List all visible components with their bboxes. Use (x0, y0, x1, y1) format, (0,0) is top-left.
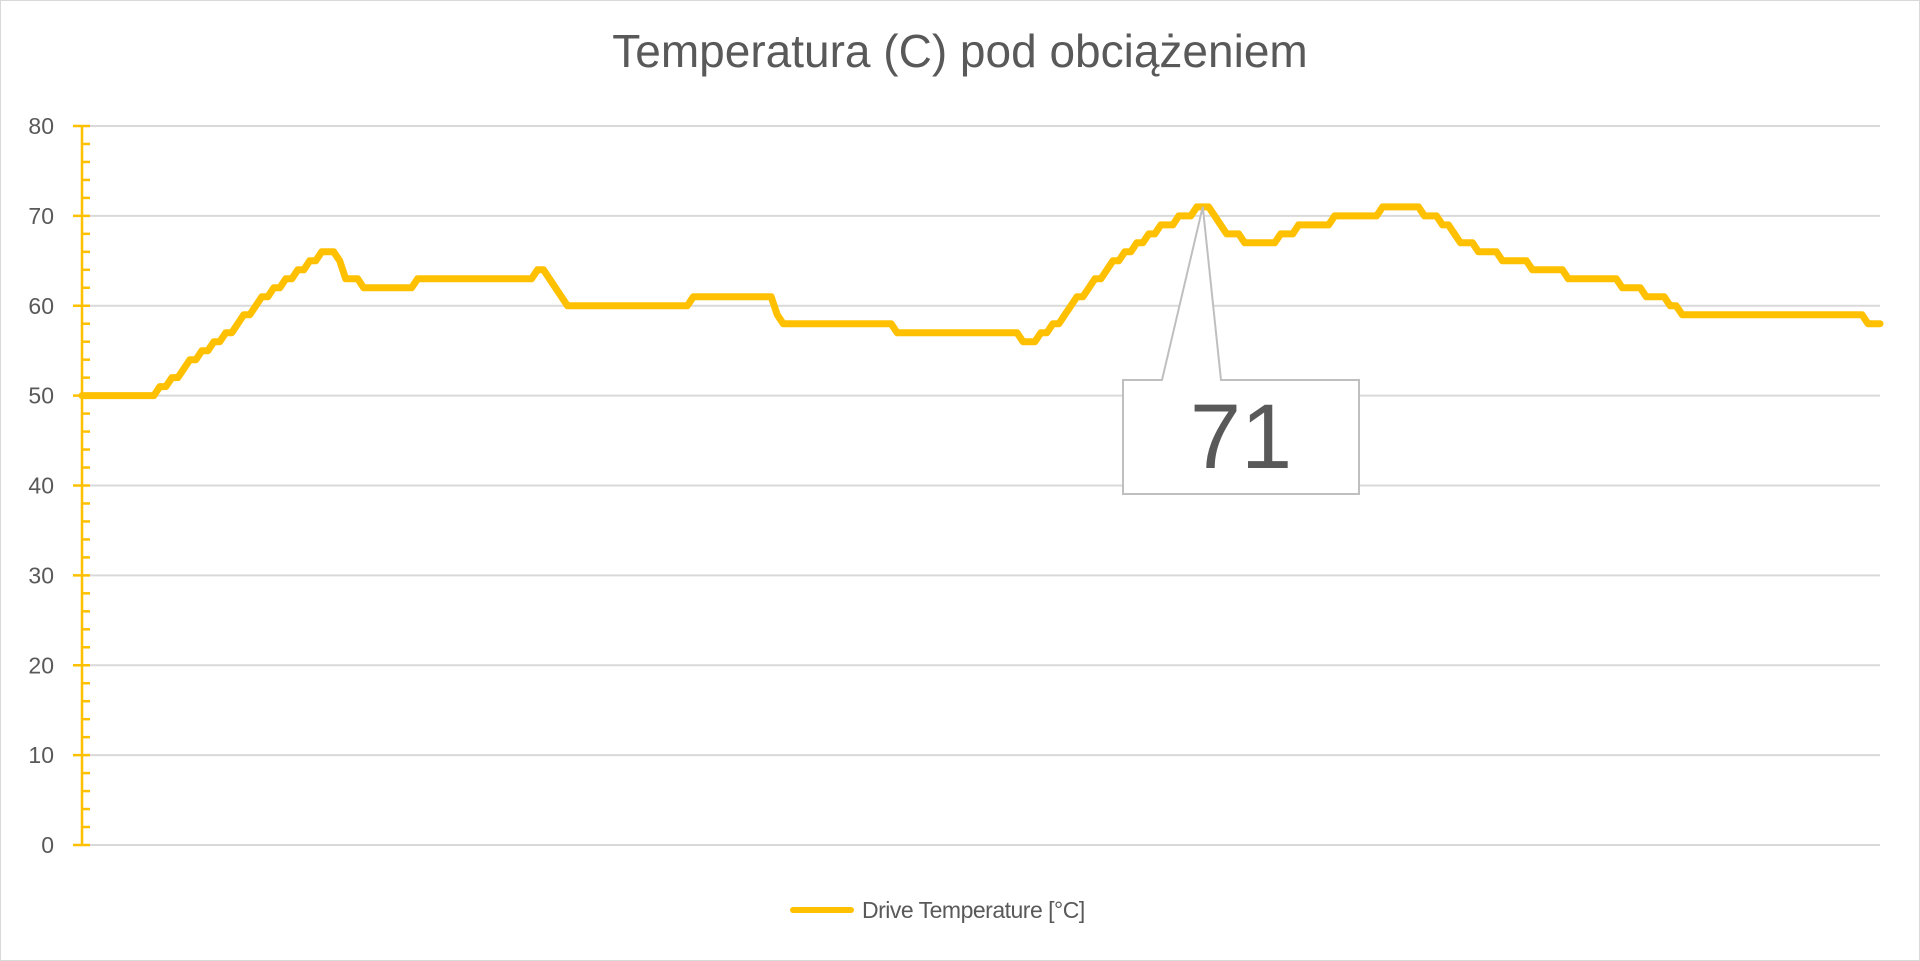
y-tick-label: 30 (28, 562, 54, 588)
series-line-drive-temperature (78, 203, 1884, 400)
y-tick-label: 50 (28, 383, 54, 409)
data-callout-box (1122, 206, 1360, 495)
y-tick-label: 80 (28, 113, 54, 139)
legend-line-swatch (790, 907, 854, 913)
legend: Drive Temperature [°C] (790, 895, 1085, 925)
y-tick-label: 10 (28, 742, 54, 768)
y-tick-label: 20 (28, 652, 54, 678)
y-tick-label: 70 (28, 203, 54, 229)
data-label: 71 (1190, 386, 1292, 488)
chart-title: Temperatura (C) pod obciążeniem (612, 25, 1308, 77)
legend-label: Drive Temperature [°C] (862, 896, 1085, 923)
y-tick-label: 40 (28, 473, 54, 499)
y-tick-label: 60 (28, 293, 54, 319)
y-tick-label: 0 (41, 832, 54, 858)
